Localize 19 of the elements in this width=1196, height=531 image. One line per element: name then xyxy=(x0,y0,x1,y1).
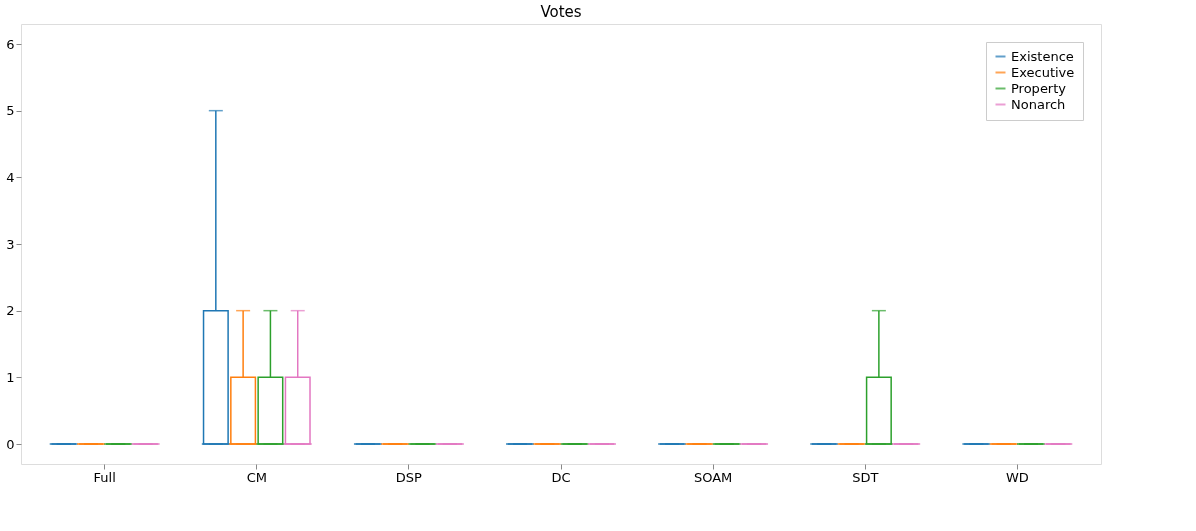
y-tick-label: 5 xyxy=(6,103,15,119)
y-tick-label: 3 xyxy=(6,236,15,252)
chart-title: Votes xyxy=(540,3,582,21)
y-tick-label: 1 xyxy=(6,369,15,385)
x-tick-label: WD xyxy=(1005,469,1029,485)
legend-label: Property xyxy=(1011,80,1067,96)
y-tick-label: 6 xyxy=(6,36,15,52)
y-tick-label: 0 xyxy=(6,436,15,452)
x-tick-label: CM xyxy=(246,469,267,485)
x-tick-label: DSP xyxy=(395,469,423,485)
x-tick-label: SOAM xyxy=(693,469,733,485)
y-tick-label: 4 xyxy=(6,169,15,185)
legend-label: Nonarch xyxy=(1011,96,1066,112)
x-tick-label: SDT xyxy=(852,469,879,485)
x-tick-label: Full xyxy=(93,469,116,485)
y-tick-label: 2 xyxy=(6,303,15,319)
x-tick-label: DC xyxy=(551,469,571,485)
legend-label: Executive xyxy=(1011,64,1075,80)
legend-label: Existence xyxy=(1011,48,1074,64)
